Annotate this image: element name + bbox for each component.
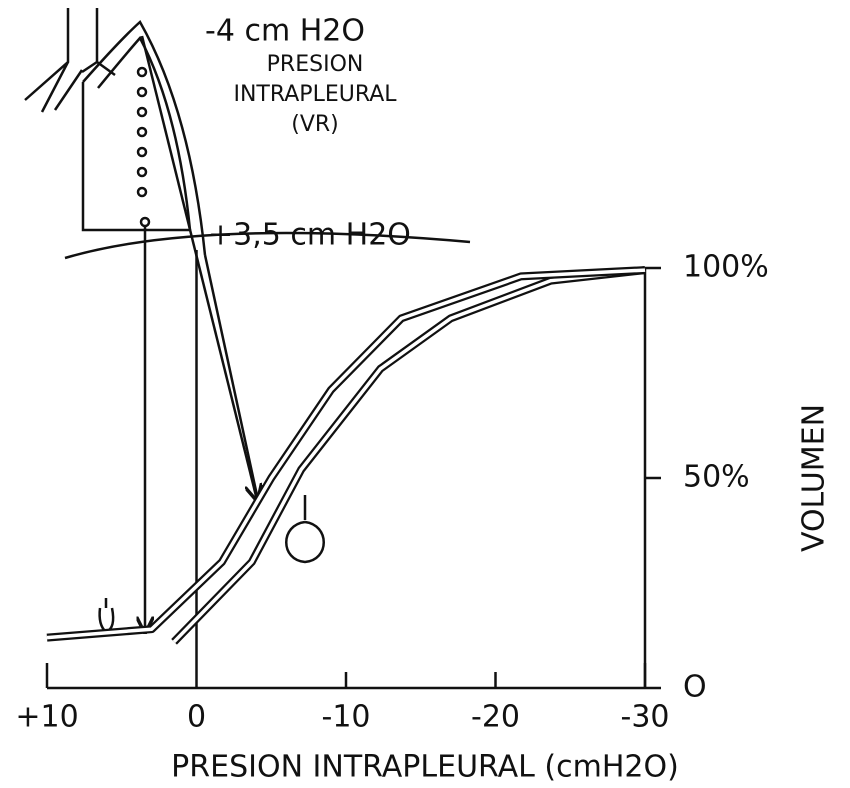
arrow bbox=[140, 35, 257, 500]
y-tick-label: 50% bbox=[683, 460, 750, 495]
annotation: (VR) bbox=[291, 112, 339, 137]
curve bbox=[46, 266, 646, 642]
y-tick-label: O bbox=[683, 670, 707, 705]
lung-diagram bbox=[24, 8, 471, 634]
x-tick-label: +10 bbox=[15, 700, 78, 735]
arrow bbox=[203, 254, 260, 501]
lung-outline bbox=[81, 20, 207, 256]
annotation: -4 cm H2O bbox=[205, 14, 365, 49]
curve bbox=[171, 266, 646, 645]
annotation: +3,5 cm H2O bbox=[208, 218, 411, 253]
y-tick-label: 100% bbox=[683, 250, 769, 285]
alveoli bbox=[136, 66, 151, 228]
curve-inner bbox=[172, 268, 646, 644]
x-tick-label: 0 bbox=[187, 700, 206, 735]
x-tick-label: -10 bbox=[322, 700, 371, 735]
annotation: PRESION bbox=[267, 52, 364, 77]
x-axis-label: PRESION INTRAPLEURAL (cmH2O) bbox=[171, 750, 679, 785]
x-tick-label: -30 bbox=[621, 700, 670, 735]
chest-wall bbox=[64, 231, 471, 260]
annotation: INTRAPLEURAL bbox=[233, 82, 397, 107]
y-axis-label: VOLUMEN bbox=[797, 404, 832, 552]
small-alveolus bbox=[98, 598, 115, 634]
large-alveolus bbox=[285, 495, 325, 564]
x-tick-label: -20 bbox=[471, 700, 520, 735]
curve-inner bbox=[46, 268, 646, 640]
airway bbox=[24, 8, 116, 113]
